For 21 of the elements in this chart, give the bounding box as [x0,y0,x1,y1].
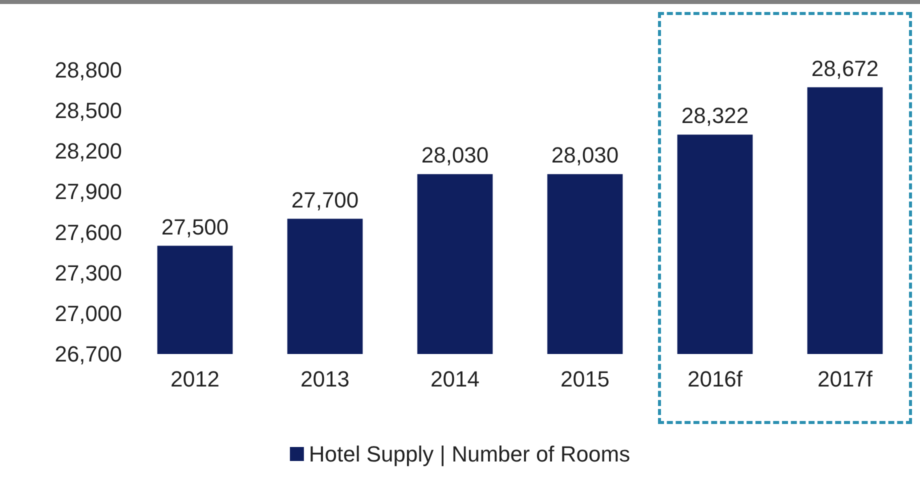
y-tick-label: 28,200 [54,138,122,164]
legend-label: Hotel Supply | Number of Rooms [308,442,630,466]
x-tick-label: 2013 [300,366,350,392]
y-tick-label: 27,900 [54,179,122,204]
y-tick-label: 26,700 [54,342,122,366]
y-tick-label: 27,600 [54,220,122,245]
data-label: 28,322 [681,103,749,128]
data-label: 28,672 [811,56,879,81]
data-label: 28,030 [421,142,489,168]
x-tick-label: 2016f [687,366,744,392]
x-tick-label: 2014 [430,366,480,392]
data-label: 27,700 [291,187,359,212]
data-label: 27,500 [161,214,229,240]
x-tick-label: 2017f [817,366,874,392]
y-tick-label: 27,300 [54,260,122,286]
x-tick-label: 2012 [170,366,220,392]
x-tick-label: 2015 [560,366,610,392]
y-tick-label: 28,500 [54,98,122,124]
y-tick-label: 27,000 [54,300,122,326]
data-label: 28,030 [551,142,619,168]
y-tick-label: 28,800 [54,58,122,82]
